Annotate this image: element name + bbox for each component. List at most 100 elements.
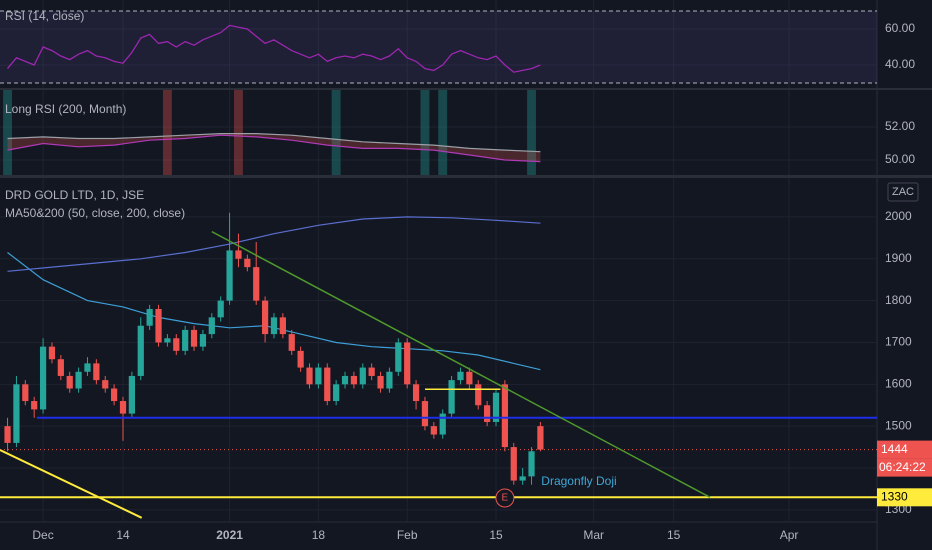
candle-body — [315, 367, 322, 385]
candle-body — [84, 363, 91, 372]
chart-subtitle: MA50&200 (50, close, 200, close) — [5, 206, 185, 220]
highlight-column — [438, 90, 448, 175]
x-tick-label: Feb — [397, 528, 418, 542]
candle-body — [164, 338, 171, 343]
candle-body — [359, 367, 366, 385]
long-rsi-line — [7, 133, 541, 153]
candle-body — [235, 250, 242, 259]
candle-body — [288, 334, 295, 351]
candle-body — [430, 426, 437, 435]
chart-title: DRD GOLD LTD, 1D, JSE — [5, 188, 144, 202]
candle-body — [404, 342, 411, 385]
pane-title: Long RSI (200, Month) — [5, 102, 126, 116]
candle-body — [475, 384, 482, 406]
y-tick-label: 1900 — [885, 251, 912, 265]
candle-body — [102, 380, 109, 389]
candle-body — [537, 426, 544, 450]
candle-body — [182, 329, 189, 351]
pane-separator — [0, 175, 932, 178]
candle-body — [333, 384, 340, 402]
candle-body — [412, 384, 420, 402]
x-tick-label: 18 — [312, 528, 326, 542]
rsi-band-fill — [0, 10, 877, 83]
candle-body — [155, 308, 162, 343]
y-tick-label: 40.00 — [885, 57, 915, 71]
candle-body — [208, 317, 215, 335]
candle-body — [253, 267, 260, 301]
candle-body — [146, 308, 153, 326]
x-tick-label: 15 — [489, 528, 503, 542]
candle-body — [439, 413, 446, 435]
candle-body — [492, 392, 500, 422]
candle-body — [297, 350, 304, 368]
candle-body — [377, 375, 384, 389]
candle-body — [484, 405, 491, 422]
candle-body — [13, 384, 20, 443]
candle-body — [57, 359, 64, 376]
drawn-line — [0, 449, 143, 519]
candle-body — [457, 371, 464, 381]
x-tick-label: 14 — [116, 528, 130, 542]
candle-body — [226, 250, 233, 301]
highlight-column — [3, 90, 12, 175]
event-marker — [495, 488, 515, 508]
candle-body — [119, 401, 127, 414]
candle-body — [173, 338, 180, 351]
candle-body — [199, 334, 207, 347]
candle-body — [519, 476, 526, 481]
candle-body — [31, 401, 38, 410]
candle-body — [111, 388, 118, 402]
candle-body — [421, 401, 429, 427]
y-tick-label: 50.00 — [885, 152, 915, 166]
rsi-fill — [504, 150, 541, 162]
y-tick-label: 1700 — [885, 335, 912, 349]
countdown-box — [877, 458, 932, 477]
last-price-box — [877, 440, 932, 459]
candle-body — [324, 367, 331, 402]
pane-title: RSI (14, close) — [5, 9, 84, 23]
rsi-fill — [114, 136, 150, 146]
currency-badge — [887, 182, 919, 202]
highlight-column — [420, 90, 430, 175]
y-tick-label: 60.00 — [885, 21, 915, 35]
candle-body — [279, 317, 286, 335]
candle-body — [217, 300, 224, 318]
candle-body — [306, 367, 313, 385]
highlight-column — [331, 90, 341, 175]
candle-body — [270, 317, 278, 335]
last-price-label: 1444 — [881, 442, 908, 456]
pane-separator — [0, 88, 932, 90]
x-tick-label: 2021 — [216, 528, 243, 542]
candle-body — [39, 346, 47, 410]
candle-body — [368, 367, 375, 376]
candle-body — [341, 375, 349, 385]
y-tick-label: 1800 — [885, 293, 912, 307]
rsi-line — [6, 24, 541, 73]
y-tick-label: 52.00 — [885, 119, 915, 133]
rsi-fill — [7, 136, 44, 151]
drawn-line — [211, 230, 711, 498]
candle-body — [528, 451, 535, 477]
candle-body — [501, 384, 508, 448]
highlight-column — [162, 90, 172, 175]
moving-average — [7, 216, 541, 272]
rsi-fill — [469, 148, 505, 160]
countdown-label: 06:24:22 — [879, 460, 926, 474]
y-tick-label: 1600 — [885, 376, 912, 390]
candle-body — [4, 426, 11, 443]
highlight-column — [234, 90, 243, 175]
candle-body — [386, 371, 393, 389]
candle-body — [510, 447, 517, 481]
rsi-fill — [78, 138, 115, 147]
x-tick-label: Apr — [780, 528, 799, 542]
candle-body — [22, 384, 29, 402]
y-tick-label: 2000 — [885, 209, 912, 223]
candle-body — [128, 375, 135, 414]
candle-body — [244, 258, 251, 268]
long-rsi-line — [7, 134, 541, 163]
candle-body — [190, 329, 198, 347]
candle-body — [66, 375, 73, 389]
